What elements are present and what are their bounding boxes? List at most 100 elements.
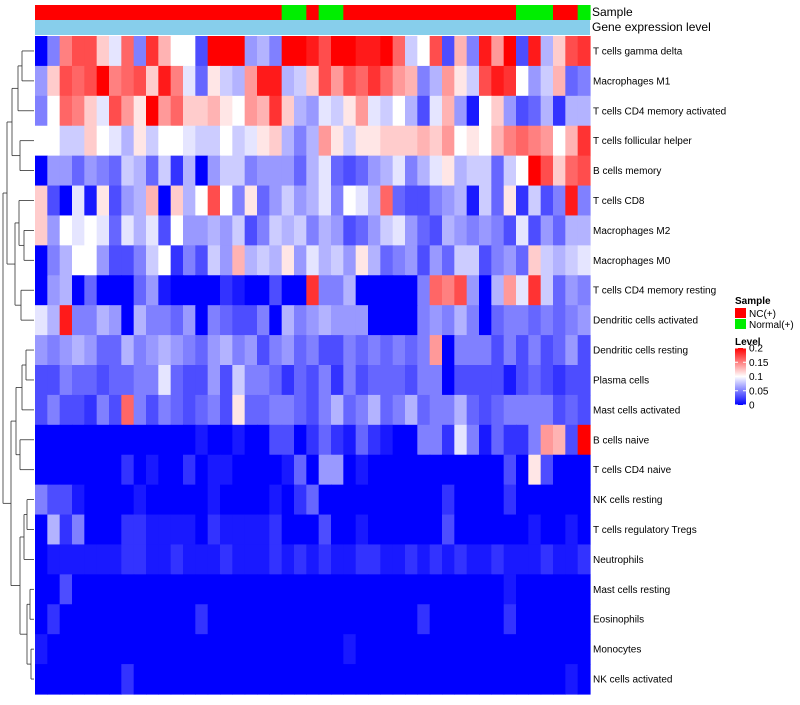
heatmap-cell bbox=[183, 484, 196, 516]
heatmap-cell bbox=[540, 484, 554, 516]
heatmap-cell bbox=[35, 424, 48, 456]
heatmap-cell bbox=[528, 95, 542, 127]
heatmap-cell bbox=[84, 544, 98, 575]
heatmap-cell bbox=[146, 604, 159, 635]
heatmap-cell bbox=[553, 365, 566, 396]
heatmap-cell bbox=[392, 394, 406, 426]
heatmap-cell bbox=[503, 36, 517, 67]
heatmap-cell bbox=[244, 305, 258, 336]
heatmap-cell bbox=[368, 155, 381, 187]
heatmap-cell bbox=[281, 424, 295, 456]
heatmap-cell bbox=[553, 335, 566, 366]
heatmap-cell bbox=[244, 574, 258, 605]
heatmap-cell bbox=[47, 155, 61, 187]
sample-annotation-cell bbox=[121, 5, 135, 20]
heatmap-cell bbox=[306, 36, 320, 67]
heatmap-cell bbox=[109, 215, 122, 246]
heatmap-cell bbox=[121, 335, 135, 366]
heatmap-cell bbox=[528, 305, 542, 336]
sample-annotation-cell bbox=[380, 5, 394, 20]
heatmap-cell bbox=[454, 664, 468, 695]
heatmap-cell bbox=[553, 245, 566, 276]
heatmap-cell bbox=[84, 424, 98, 456]
heatmap-cell bbox=[257, 275, 270, 306]
heatmap-cell bbox=[442, 634, 455, 665]
heatmap-cell bbox=[503, 335, 517, 366]
heatmap-cell bbox=[331, 335, 344, 366]
heatmap-cell bbox=[84, 604, 98, 635]
sample-annotation-cell bbox=[479, 5, 492, 20]
heatmap-cell bbox=[109, 365, 122, 396]
heatmap-cell bbox=[417, 65, 431, 97]
heatmap-cell bbox=[72, 65, 85, 97]
heatmap-cell bbox=[207, 394, 221, 426]
heatmap-cell bbox=[405, 95, 418, 127]
sample-annotation-cell bbox=[195, 5, 209, 20]
heatmap-cell bbox=[294, 574, 307, 605]
heatmap-cell bbox=[343, 245, 357, 276]
heatmap-cell bbox=[429, 65, 443, 97]
heatmap-cell bbox=[516, 65, 529, 97]
heatmap-cell bbox=[528, 424, 542, 456]
heatmap-cell bbox=[417, 36, 431, 67]
sample-annotation-cell bbox=[109, 5, 122, 20]
sample-annotation-cell bbox=[84, 5, 98, 20]
heatmap-cell bbox=[368, 36, 381, 67]
heatmap-cell bbox=[306, 365, 320, 396]
heatmap-cell bbox=[195, 544, 209, 575]
heatmap-cell bbox=[183, 185, 196, 217]
gene-annotation-label: Gene expression level bbox=[592, 20, 711, 34]
heatmap-cell bbox=[417, 305, 431, 336]
heatmap-cell bbox=[35, 514, 48, 546]
heatmap-cell bbox=[269, 365, 283, 396]
heatmap-cell bbox=[392, 514, 406, 546]
heatmap-cell bbox=[306, 95, 320, 127]
heatmap-cell bbox=[269, 454, 283, 486]
heatmap-cell bbox=[318, 185, 332, 217]
heatmap-cell bbox=[565, 245, 579, 276]
heatmap-cell bbox=[516, 424, 529, 456]
heatmap-cell bbox=[183, 95, 196, 127]
heatmap-cell bbox=[232, 604, 246, 635]
heatmap-cell bbox=[466, 634, 480, 665]
heatmap-cell bbox=[158, 604, 172, 635]
heatmap-cell bbox=[84, 185, 98, 217]
heatmap-cell bbox=[516, 544, 529, 575]
heatmap-cell bbox=[528, 574, 542, 605]
heatmap-cell bbox=[380, 604, 394, 635]
sample-annotation-cell bbox=[343, 5, 357, 20]
heatmap-cell bbox=[96, 125, 110, 157]
heatmap-cell bbox=[368, 424, 381, 456]
heatmap-cell bbox=[121, 275, 135, 306]
heatmap-cell bbox=[220, 514, 233, 546]
heatmap-cell bbox=[577, 604, 591, 635]
heatmap-cell bbox=[121, 664, 135, 695]
heatmap-cell bbox=[516, 634, 529, 665]
level-tick-label: 0.15 bbox=[749, 358, 769, 369]
heatmap-cell bbox=[294, 544, 307, 575]
heatmap-cell bbox=[491, 95, 505, 127]
heatmap-cell bbox=[281, 484, 295, 516]
heatmap-cell bbox=[232, 544, 246, 575]
heatmap-cell bbox=[306, 484, 320, 516]
heatmap-cell bbox=[257, 604, 270, 635]
heatmap-cell bbox=[133, 604, 147, 635]
heatmap-cell bbox=[540, 424, 554, 456]
heatmap-cell bbox=[195, 454, 209, 486]
heatmap-cell bbox=[84, 574, 98, 605]
heatmap-cell bbox=[565, 424, 579, 456]
heatmap-cell bbox=[133, 514, 147, 546]
heatmap-cell bbox=[503, 305, 517, 336]
heatmap-cell bbox=[121, 215, 135, 246]
heatmap-cell bbox=[565, 65, 579, 97]
heatmap-cell bbox=[466, 514, 480, 546]
heatmap-cell bbox=[96, 424, 110, 456]
heatmap-cell bbox=[109, 454, 122, 486]
heatmap-cell bbox=[96, 36, 110, 67]
heatmap-cell bbox=[170, 215, 184, 246]
heatmap-cell bbox=[257, 36, 270, 67]
heatmap-cell bbox=[343, 574, 357, 605]
heatmap-cell bbox=[355, 634, 369, 665]
heatmap-cell bbox=[380, 305, 394, 336]
heatmap-cell bbox=[59, 544, 73, 575]
